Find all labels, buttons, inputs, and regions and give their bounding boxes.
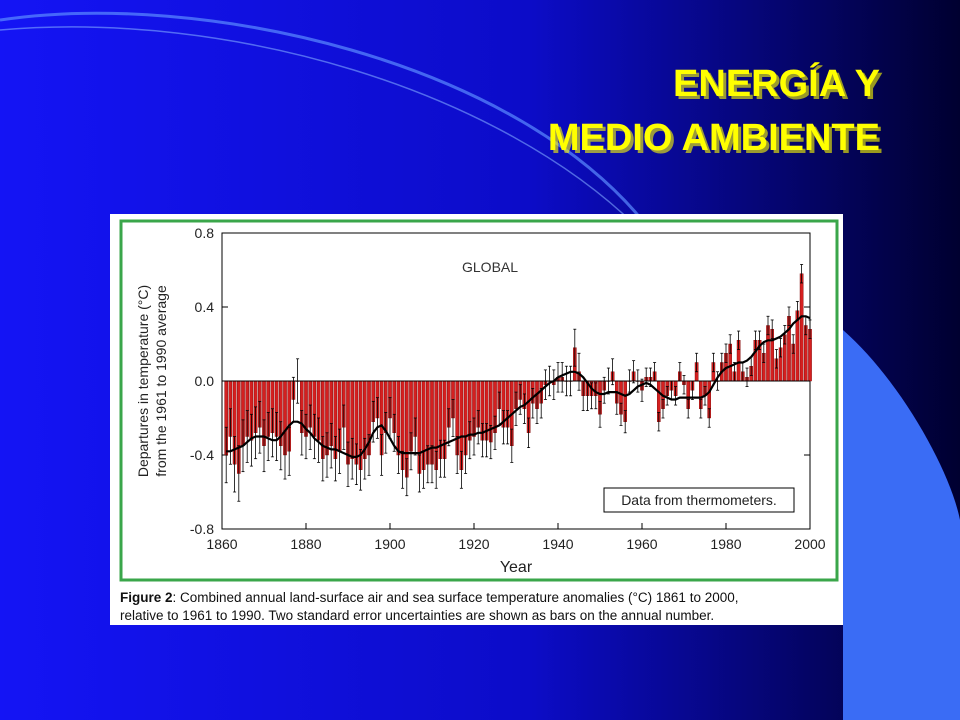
bar	[799, 273, 804, 382]
title-shadow: MEDIO AMBIENTE	[551, 120, 883, 162]
y-tick-label: -0.8	[190, 521, 214, 537]
caption: Figure 2: Combined annual land-surface a…	[120, 590, 739, 605]
x-tick-label: 1900	[374, 536, 405, 552]
decor-curve	[0, 11, 652, 231]
x-tick-label: 1960	[626, 536, 657, 552]
x-tick-label: 1860	[206, 536, 237, 552]
caption-text: relative to 1961 to 1990. Two standard e…	[120, 608, 714, 623]
caption-text: : Combined annual land-surface air and s…	[173, 590, 739, 605]
y-axis-label: from the 1961 to 1990 average	[153, 285, 169, 477]
x-tick-label: 1940	[542, 536, 573, 552]
annotation: GLOBAL	[462, 259, 518, 275]
decor-curve	[0, 26, 641, 231]
y-tick-label: 0.8	[195, 225, 215, 241]
x-tick-label: 2000	[794, 536, 825, 552]
note-box	[603, 487, 795, 513]
smoothed-line	[226, 315, 811, 458]
slide-title: ENERGÍA Y	[673, 61, 880, 105]
y-tick-label: -0.4	[190, 447, 214, 463]
x-tick-label: 1920	[458, 536, 489, 552]
note: Data from thermometers.	[621, 492, 777, 508]
decor-wedge	[843, 330, 960, 720]
title-shadow: ENERGÍA Y	[676, 64, 883, 108]
y-tick-label: 0.0	[195, 373, 215, 389]
y-tick-label: 0.4	[195, 299, 215, 315]
slide-title: MEDIO AMBIENTE	[548, 117, 880, 159]
caption-label: Figure 2	[120, 590, 173, 605]
x-tick-label: 1880	[290, 536, 321, 552]
y-axis-label: Departures in temperature (°C)	[135, 285, 151, 477]
x-axis-label: Year	[500, 559, 533, 576]
x-tick-label: 1980	[710, 536, 741, 552]
figure-frame	[119, 219, 839, 582]
